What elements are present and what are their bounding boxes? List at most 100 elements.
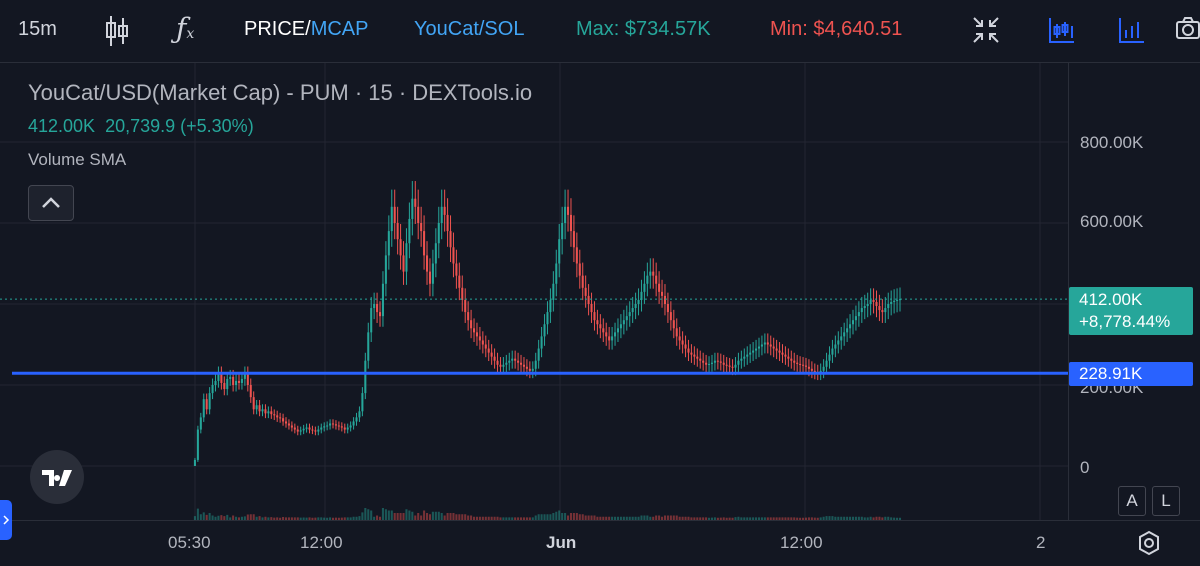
candle-body <box>261 409 264 412</box>
volume-bar <box>663 515 667 520</box>
volume-bar <box>719 517 722 520</box>
bars-style-icon[interactable] <box>1118 16 1146 50</box>
volume-bar <box>381 508 384 520</box>
interval-button[interactable]: 15m <box>18 18 57 40</box>
volume-bar <box>605 516 608 520</box>
candle-body <box>666 304 669 313</box>
candle-body <box>334 424 337 426</box>
candle-body <box>896 299 899 301</box>
price-axis[interactable] <box>1068 63 1200 520</box>
volume-bar <box>884 516 887 520</box>
candle-body <box>837 340 840 345</box>
volume-bar <box>564 513 567 520</box>
candle-body <box>205 399 208 410</box>
volume-bar <box>875 516 878 520</box>
candle-body <box>710 362 714 364</box>
volume-bar <box>484 516 487 520</box>
candle-body <box>378 312 382 317</box>
auto-scale-button[interactable]: A <box>1118 486 1146 516</box>
camera-icon[interactable] <box>1176 16 1200 46</box>
candle-body <box>599 324 602 329</box>
volume-bar <box>264 516 267 520</box>
chart-plot-area[interactable] <box>0 63 1068 520</box>
price-mcap-toggle[interactable]: PRICE/MCAP <box>244 18 368 41</box>
candle-body <box>549 299 552 313</box>
candle-body <box>722 362 725 365</box>
collapse-legend-button[interactable] <box>28 185 74 221</box>
volume-bar <box>696 517 699 520</box>
volume-bar <box>772 517 775 520</box>
chart-style-icon[interactable] <box>1048 16 1076 50</box>
pair-selector[interactable]: YouCat/SOL <box>414 18 525 40</box>
indicators-icon[interactable]: ƒx <box>176 12 195 45</box>
volume-bar <box>458 514 461 520</box>
volume-bar <box>778 517 781 520</box>
candle-body <box>437 223 440 244</box>
candle-body <box>787 356 790 359</box>
candles-icon[interactable] <box>104 14 130 54</box>
candle-body <box>279 417 282 419</box>
volume-bar <box>672 515 675 520</box>
candle-body <box>381 283 384 317</box>
collapse-arrows-icon[interactable] <box>972 16 1000 50</box>
candle-body <box>846 328 849 333</box>
time-axis[interactable] <box>0 520 1200 566</box>
volume-bar <box>860 516 863 520</box>
candle-body <box>763 342 766 345</box>
candle-body <box>443 206 446 215</box>
log-scale-button[interactable]: L <box>1152 486 1180 516</box>
volume-bar <box>296 517 299 520</box>
tradingview-logo[interactable] <box>30 450 84 504</box>
candle-body <box>508 360 511 363</box>
candle-body <box>740 358 743 361</box>
volume-bar <box>428 514 431 520</box>
volume-bar <box>387 510 390 520</box>
volume-bar <box>831 516 834 520</box>
volume-bar <box>196 508 199 520</box>
volume-bar <box>757 517 761 520</box>
volume-bar <box>755 517 758 520</box>
volume-bar <box>743 517 746 520</box>
volume-bar <box>843 516 846 520</box>
volume-bar <box>537 514 540 520</box>
volume-bar <box>305 517 308 520</box>
mcap-toggle-label[interactable]: MCAP <box>310 18 369 40</box>
volume-bar <box>320 517 323 520</box>
candle-body <box>825 360 828 367</box>
volume-bar <box>593 515 596 520</box>
candle-body <box>872 299 875 302</box>
volume-bar <box>722 517 725 520</box>
candle-body <box>884 308 887 313</box>
candle-body <box>531 368 534 371</box>
price-toggle-label[interactable]: PRICE/ <box>244 18 311 40</box>
volume-bar <box>731 517 734 520</box>
candle-body <box>243 373 246 379</box>
volume-bar <box>452 513 455 520</box>
candle-body <box>522 364 525 367</box>
candle-body <box>705 362 708 365</box>
volume-bar <box>293 517 296 520</box>
candle-body <box>434 243 437 264</box>
candle-body <box>699 358 702 361</box>
settings-icon[interactable] <box>1136 530 1162 561</box>
volume-bar <box>223 516 226 520</box>
volume-bar <box>890 517 893 520</box>
volume-bar <box>361 512 364 520</box>
candle-body <box>702 360 705 363</box>
candle-body <box>393 206 396 223</box>
candle-body <box>681 340 684 345</box>
volume-bar <box>734 517 737 520</box>
candle-body <box>634 304 637 309</box>
candle-body <box>690 352 693 355</box>
candlestick-chart[interactable] <box>0 63 1068 520</box>
tradingview-icon <box>42 470 72 486</box>
volume-bar <box>881 517 884 520</box>
horizontal-line-label[interactable]: 228.91K <box>1069 362 1193 386</box>
side-panel-toggle[interactable] <box>0 500 12 540</box>
volume-bar <box>273 517 276 520</box>
volume-bar <box>517 517 520 520</box>
volume-bar <box>199 514 202 520</box>
volume-bar <box>793 517 796 520</box>
volume-bar <box>352 516 355 520</box>
volume-bar <box>496 516 499 520</box>
